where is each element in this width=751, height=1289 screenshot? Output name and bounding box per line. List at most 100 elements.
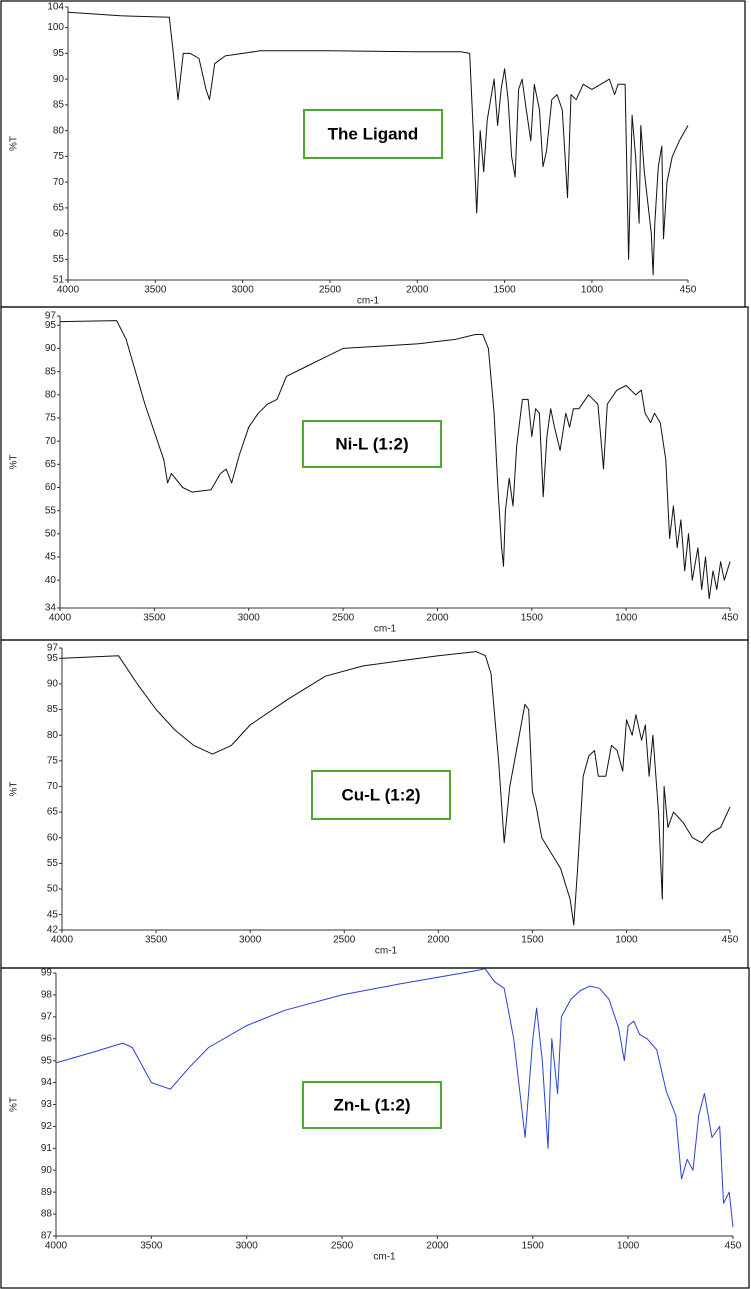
y-tick-label: 99 <box>41 968 53 979</box>
x-tick-label: 450 <box>722 613 739 624</box>
y-tick-label: 85 <box>53 100 65 111</box>
y-tick-label: 55 <box>45 505 57 516</box>
y-tick-label: 95 <box>45 320 57 331</box>
y-tick-label: 93 <box>41 1099 53 1110</box>
annotation-box <box>311 770 451 820</box>
annotation-box <box>302 1081 442 1129</box>
panel-frame <box>0 306 749 641</box>
x-axis-label: cm-1 <box>373 1252 396 1263</box>
y-tick-label: 75 <box>47 755 59 766</box>
y-tick-label: 95 <box>53 48 65 59</box>
x-tick-label: 4000 <box>51 935 74 946</box>
y-tick-label: 80 <box>53 125 65 136</box>
y-tick-label: 100 <box>47 22 64 33</box>
spectrum-line <box>61 651 731 926</box>
y-tick-label: 60 <box>53 228 65 239</box>
spectrum-line <box>59 320 731 600</box>
x-tick-label: 3500 <box>145 935 168 946</box>
y-tick-label: 90 <box>45 343 57 354</box>
y-tick-label: 85 <box>45 366 57 377</box>
y-tick-label: 60 <box>45 482 57 493</box>
y-axis-label: %T <box>9 455 20 470</box>
y-tick-label: 75 <box>45 413 57 424</box>
x-tick-label: 2500 <box>331 1241 354 1252</box>
x-tick-label: 3000 <box>232 285 255 296</box>
x-tick-label: 2000 <box>427 935 450 946</box>
annotation: Zn-L (1:2) <box>333 1095 410 1114</box>
annotation: The Ligand <box>328 124 419 143</box>
y-tick-label: 90 <box>47 679 59 690</box>
y-tick-label: 65 <box>45 459 57 470</box>
y-tick-label: 50 <box>47 884 59 895</box>
y-tick-label: 96 <box>41 1033 53 1044</box>
x-tick-label: 2500 <box>319 285 342 296</box>
y-tick-label: 97 <box>41 1011 53 1022</box>
y-tick-label: 45 <box>47 909 59 920</box>
y-tick-label: 60 <box>47 832 59 843</box>
x-tick-label: 450 <box>725 1241 742 1252</box>
y-tick-label: 97 <box>45 311 57 322</box>
y-tick-label: 80 <box>45 389 57 400</box>
x-tick-label: 1000 <box>581 285 604 296</box>
annotation-box <box>303 109 443 159</box>
x-tick-label: 1000 <box>617 1241 640 1252</box>
y-tick-label: 65 <box>47 807 59 818</box>
annotation: Cu-L (1:2) <box>341 785 420 804</box>
y-tick-label: 90 <box>53 74 65 85</box>
y-tick-label: 97 <box>47 643 59 654</box>
x-tick-label: 2000 <box>426 613 449 624</box>
y-tick-label: 89 <box>41 1187 53 1198</box>
x-tick-label: 1000 <box>615 613 638 624</box>
y-tick-label: 65 <box>53 203 65 214</box>
y-tick-label: 87 <box>41 1231 53 1242</box>
panel-frame <box>0 967 750 1289</box>
x-tick-label: 4000 <box>49 613 72 624</box>
y-axis-label: %T <box>9 136 20 151</box>
x-tick-label: 1500 <box>521 935 544 946</box>
y-tick-label: 50 <box>45 528 57 539</box>
y-tick-label: 55 <box>53 254 65 265</box>
y-tick-label: 94 <box>41 1077 53 1088</box>
x-axis-label: cm-1 <box>357 296 380 307</box>
x-tick-label: 1500 <box>521 613 544 624</box>
x-axis-label: cm-1 <box>375 946 398 957</box>
x-tick-label: 450 <box>722 935 739 946</box>
y-axis-label: %T <box>9 1097 20 1112</box>
spectrum-line <box>67 11 689 276</box>
y-tick-label: 85 <box>47 704 59 715</box>
y-axis-label: %T <box>9 782 20 797</box>
x-tick-label: 2500 <box>332 613 355 624</box>
y-tick-label: 70 <box>53 177 65 188</box>
x-tick-label: 1000 <box>615 935 638 946</box>
x-tick-label: 1500 <box>493 285 516 296</box>
y-tick-label: 70 <box>47 781 59 792</box>
x-tick-label: 3500 <box>143 613 166 624</box>
x-tick-label: 3500 <box>144 285 167 296</box>
y-tick-label: 42 <box>47 925 59 936</box>
x-tick-label: 3500 <box>140 1241 163 1252</box>
y-tick-label: 51 <box>53 275 65 286</box>
y-tick-label: 104 <box>47 2 64 13</box>
x-tick-label: 2000 <box>406 285 429 296</box>
y-tick-label: 40 <box>45 575 57 586</box>
x-tick-label: 2500 <box>333 935 356 946</box>
y-tick-label: 80 <box>47 730 59 741</box>
y-tick-label: 75 <box>53 151 65 162</box>
y-tick-label: 70 <box>45 436 57 447</box>
spectrum-line <box>55 968 734 1228</box>
x-tick-label: 1500 <box>522 1241 545 1252</box>
y-tick-label: 95 <box>47 653 59 664</box>
y-tick-label: 88 <box>41 1209 53 1220</box>
x-tick-label: 450 <box>680 285 697 296</box>
y-tick-label: 95 <box>41 1055 53 1066</box>
x-tick-label: 4000 <box>57 285 80 296</box>
y-tick-label: 91 <box>41 1143 53 1154</box>
x-tick-label: 2000 <box>426 1241 449 1252</box>
x-tick-label: 3000 <box>238 613 261 624</box>
y-tick-label: 90 <box>41 1165 53 1176</box>
x-tick-label: 3000 <box>236 1241 259 1252</box>
x-tick-label: 3000 <box>239 935 262 946</box>
y-tick-label: 98 <box>41 990 53 1001</box>
y-tick-label: 55 <box>47 858 59 869</box>
